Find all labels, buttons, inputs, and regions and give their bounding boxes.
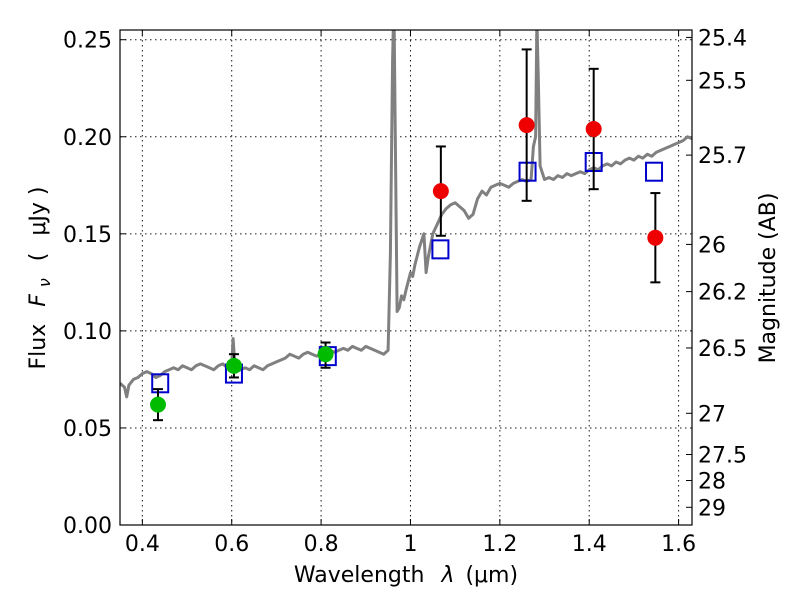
y2-tick-label: 25.7: [698, 144, 747, 169]
y-tick-label: 0.25: [63, 29, 112, 54]
y-axis-label-main: Flux: [26, 324, 51, 370]
y-axis-label-subscript: ν: [35, 278, 54, 287]
photometry-point: [317, 346, 334, 363]
model-square-marker: [431, 239, 450, 260]
photometry-point: [225, 357, 242, 374]
y-tick-label: 0.05: [63, 417, 112, 442]
y-tick-label: 0.10: [63, 320, 112, 345]
y-axis-label-unit: μJy ): [26, 186, 51, 235]
x-tick-label: 0.4: [125, 532, 160, 557]
grid-lines: [120, 30, 692, 526]
y-tick-label: 0.20: [63, 126, 112, 151]
y2-tick-label: 26: [698, 233, 726, 258]
photometry-point: [432, 183, 449, 200]
y-axis-label-symbol: F: [26, 294, 51, 307]
x-axis-label-unit: (μm): [465, 563, 518, 588]
x-axis-label-symbol: λ: [440, 563, 454, 588]
model-square-marker: [645, 161, 664, 182]
y-axis-label-open: (: [26, 253, 51, 262]
photometry-point: [518, 117, 535, 134]
y2-tick-label: 26.2: [698, 281, 747, 306]
spectrum-line: [120, 30, 692, 399]
plot-series: [120, 30, 692, 422]
photometry-point: [149, 396, 166, 413]
y2-tick-label: 25.5: [698, 69, 747, 94]
y2-tick-label: 27.5: [698, 444, 747, 469]
x-axis-label-main: Wavelength: [294, 563, 425, 588]
y-tick-label: 0.00: [63, 514, 112, 539]
x-tick-label: 0.8: [304, 532, 339, 557]
y2-tick-label: 28: [698, 470, 726, 495]
x-tick-label: 1.2: [482, 532, 517, 557]
x-tick-label: 1.4: [572, 532, 607, 557]
y2-tick-label: 25.4: [698, 26, 747, 51]
x-axis-label: Wavelength λ (μm): [294, 563, 518, 588]
y2-axis-label: Magnitude (AB): [756, 193, 781, 364]
model-square-marker: [151, 373, 170, 394]
y-tick-label: 0.15: [63, 223, 112, 248]
y2-tick-label: 27: [698, 402, 726, 427]
x-tick-label: 1.6: [661, 532, 696, 557]
x-tick-label: 1: [403, 532, 417, 557]
y2-tick-label: 29: [698, 496, 726, 521]
plot-frame: [119, 29, 693, 526]
y2-tick-label: 26.5: [698, 337, 747, 362]
photometry-point: [585, 121, 602, 137]
y-axis-label: Flux F ν ( μJy ): [26, 186, 56, 369]
axis-ticks: 0.4 0.6 0.8 1 1.2 1.4 1.6 0.00 0.05 0.10 0.15 0.20 0…: [63, 26, 747, 557]
photometry-point: [647, 229, 664, 246]
x-tick-label: 0.6: [214, 532, 249, 557]
